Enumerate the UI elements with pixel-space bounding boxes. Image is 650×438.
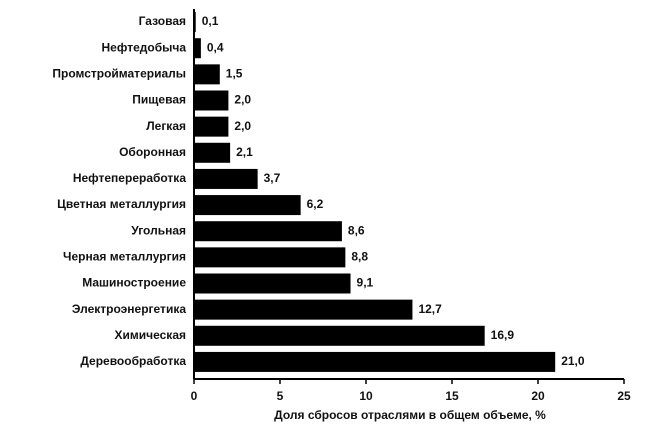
value-label: 3,7 bbox=[264, 171, 281, 185]
value-label: 8,6 bbox=[348, 223, 365, 237]
bar bbox=[194, 142, 231, 163]
bar bbox=[194, 38, 201, 59]
x-tick-label: 20 bbox=[531, 389, 545, 403]
y-tick-label: Деревообработка bbox=[80, 354, 186, 368]
value-label: 8,8 bbox=[351, 250, 368, 264]
bar bbox=[194, 325, 485, 346]
x-axis-title: Доля сбросов отраслями в общем объеме, % bbox=[274, 408, 546, 422]
y-tick-label: Угольная bbox=[131, 223, 186, 237]
y-tick-label: Промстройматериалы bbox=[52, 67, 186, 81]
value-label: 21,0 bbox=[561, 354, 585, 368]
value-label: 16,9 bbox=[491, 328, 515, 342]
x-tick-label: 15 bbox=[445, 389, 459, 403]
y-tick-label: Химическая bbox=[115, 328, 186, 342]
y-tick-label: Нефтедобыча bbox=[102, 40, 187, 54]
y-tick-label: Оборонная bbox=[119, 145, 186, 159]
value-label: 6,2 bbox=[307, 197, 324, 211]
x-tick-label: 25 bbox=[617, 389, 631, 403]
y-tick-label: Газовая bbox=[139, 14, 186, 28]
bar bbox=[194, 12, 196, 33]
bar bbox=[194, 247, 346, 268]
y-tick-label: Цветная металлургия bbox=[57, 197, 186, 211]
bar bbox=[194, 116, 229, 137]
x-tick-label: 10 bbox=[359, 389, 373, 403]
bar bbox=[194, 299, 413, 320]
value-label: 9,1 bbox=[357, 276, 374, 290]
y-tick-label: Черная металлургия bbox=[63, 250, 186, 264]
value-label: 0,1 bbox=[202, 14, 219, 28]
y-tick-label: Нефтепереработка bbox=[73, 171, 186, 185]
value-label: 2,1 bbox=[236, 145, 253, 159]
y-tick-label: Электроэнергетика bbox=[72, 302, 186, 316]
bar bbox=[194, 168, 258, 189]
bar bbox=[194, 351, 556, 372]
x-tick-label: 0 bbox=[191, 389, 198, 403]
y-tick-label: Машиностроение bbox=[82, 276, 186, 290]
value-label: 2,0 bbox=[234, 119, 251, 133]
bar bbox=[194, 221, 342, 242]
y-tick-label: Пищевая bbox=[132, 93, 186, 107]
bar bbox=[194, 90, 229, 111]
bar bbox=[194, 195, 301, 216]
bar bbox=[194, 273, 351, 294]
value-label: 12,7 bbox=[418, 302, 442, 316]
y-tick-label: Легкая bbox=[146, 119, 186, 133]
value-label: 2,0 bbox=[234, 93, 251, 107]
x-tick-label: 5 bbox=[277, 389, 284, 403]
value-label: 1,5 bbox=[226, 67, 243, 81]
value-label: 0,4 bbox=[207, 40, 224, 54]
bar bbox=[194, 64, 220, 85]
